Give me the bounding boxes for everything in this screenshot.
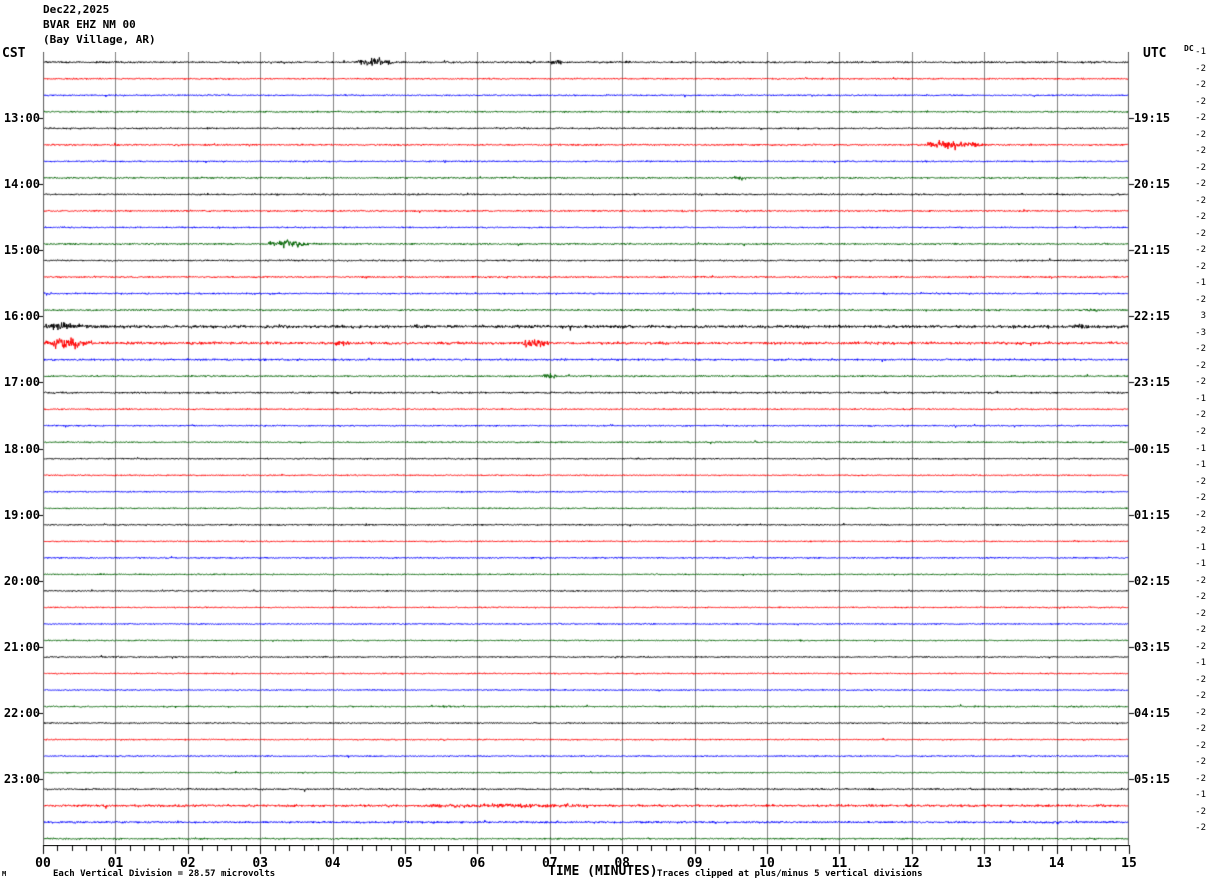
dc-value: -2 [1195,96,1206,107]
left-timezone-label: CST [2,46,26,61]
clip-note: Traces clipped at plus/minus 5 vertical … [657,869,923,879]
dc-value: -3 [1195,327,1206,338]
dc-value: -2 [1195,806,1206,817]
right-timezone-label: UTC [1143,46,1167,61]
dc-value: -2 [1195,625,1206,636]
dc-value: 3 [1200,311,1206,322]
dc-value: -2 [1195,360,1206,371]
helicorder-plot[interactable] [43,52,1129,845]
dc-value: -2 [1195,195,1206,206]
dc-value: -2 [1195,641,1206,652]
header-date: Dec22,2025 [43,3,110,16]
header-station: BVAR EHZ NM 00 [43,18,136,31]
dc-value: -2 [1195,146,1206,157]
dc-value: -2 [1195,410,1206,421]
dc-value: -2 [1195,245,1206,256]
left-time-label: 15:00 [3,243,40,258]
dc-value: -1 [1195,658,1206,669]
dc-value: -2 [1195,377,1206,388]
dc-value: -2 [1195,674,1206,685]
dc-value: -2 [1195,724,1206,735]
dc-value: -2 [1195,757,1206,768]
left-time-label: 14:00 [3,177,40,192]
dc-value: -1 [1195,393,1206,404]
header-location: (Bay Village, AR) [43,33,156,46]
dc-value: -2 [1195,426,1206,437]
right-time-label: 01:15 [1134,507,1171,522]
dc-value: -2 [1195,740,1206,751]
seismogram-canvas[interactable] [43,52,1129,845]
right-time-label: 23:15 [1134,375,1171,390]
dc-value: -2 [1195,575,1206,586]
dc-value: -2 [1195,228,1206,239]
chart-header: Dec22,2025 BVAR EHZ NM 00 (Bay Village, … [43,2,156,47]
dc-value: -1 [1195,790,1206,801]
dc-value: -2 [1195,493,1206,504]
dc-value: -2 [1195,691,1206,702]
dc-value: -2 [1195,294,1206,305]
left-time-label: 21:00 [3,639,40,654]
dc-value: -2 [1195,526,1206,537]
left-time-label: 17:00 [3,375,40,390]
dc-value: -2 [1195,162,1206,173]
left-time-label: 18:00 [3,441,40,456]
left-time-label: 22:00 [3,705,40,720]
dc-value: -1 [1195,460,1206,471]
dc-value: -2 [1195,608,1206,619]
dc-value: -2 [1195,63,1206,74]
dc-value: -2 [1195,773,1206,784]
corner-mark: M [2,870,7,878]
dc-value: -2 [1195,476,1206,487]
dc-value: -2 [1195,80,1206,91]
dc-value: -1 [1195,443,1206,454]
right-time-label: 03:15 [1134,639,1171,654]
dc-value: -2 [1195,129,1206,140]
right-time-label: 19:15 [1134,111,1171,126]
right-time-label: 22:15 [1134,309,1171,324]
dc-value: -2 [1195,212,1206,223]
dc-value: -2 [1195,823,1206,834]
dc-value: -2 [1195,592,1206,603]
right-time-label: 04:15 [1134,705,1171,720]
left-time-label: 13:00 [3,111,40,126]
dc-value: -2 [1195,113,1206,124]
dc-value: -2 [1195,344,1206,355]
dc-value: -2 [1195,261,1206,272]
dc-value: -1 [1195,47,1206,57]
left-time-label: 19:00 [3,507,40,522]
dc-value: -2 [1195,707,1206,718]
right-time-label: 02:15 [1134,573,1171,588]
left-time-label: 16:00 [3,309,40,324]
dc-value: -1 [1195,278,1206,289]
right-time-label: 00:15 [1134,441,1171,456]
dc-value: -2 [1195,179,1206,190]
dc-value: -1 [1195,542,1206,553]
dc-value: -1 [1195,559,1206,570]
right-time-label: 20:15 [1134,177,1171,192]
scale-note: Each Vertical Division = 28.57 microvolt… [53,869,276,879]
right-time-label: 21:15 [1134,243,1171,258]
left-time-label: 23:00 [3,771,40,786]
left-time-label: 20:00 [3,573,40,588]
dc-value: -2 [1195,509,1206,520]
x-axis-title: TIME (MINUTES) [548,864,658,879]
right-time-label: 05:15 [1134,771,1171,786]
x-axis-ruler [0,845,1210,865]
